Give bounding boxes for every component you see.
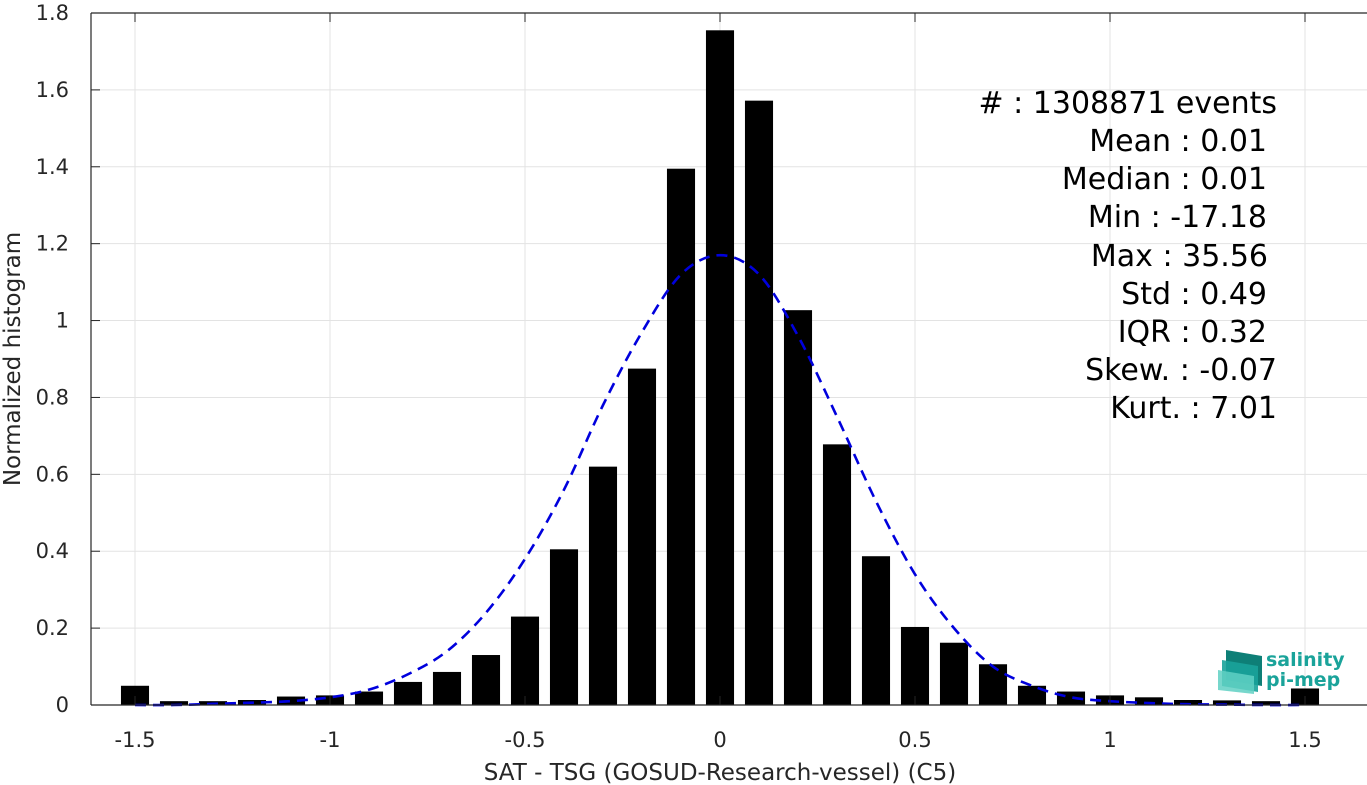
histogram-bar — [1017, 685, 1047, 705]
histogram-bar — [588, 466, 618, 705]
histogram-bar — [354, 691, 384, 705]
statistics-annotation: # : 1308871 events Mean : 0.01 Median : … — [978, 86, 1277, 426]
stat-skew: Skew. : -0.07 — [1085, 353, 1277, 388]
x-tick-labels: -1.5 -1 -0.5 0 0.5 1 1.5 — [115, 728, 1322, 752]
y-tick-label: 1.8 — [36, 1, 69, 25]
histogram-bar — [705, 30, 735, 706]
stat-max: Max : 35.56 — [1091, 239, 1268, 274]
histogram-bar — [822, 444, 852, 705]
x-tick-label: 0.5 — [898, 728, 931, 752]
y-axis-label: Normalized histogram — [0, 232, 26, 486]
y-tick-label: 0.2 — [36, 616, 69, 640]
stat-events: # : 1308871 events — [978, 86, 1277, 121]
y-tick-label: 0 — [56, 693, 69, 717]
stat-mean: Mean : 0.01 — [1089, 124, 1267, 159]
histogram-bar — [900, 626, 930, 705]
histogram-bars — [120, 30, 1320, 706]
x-tick-label: -0.5 — [505, 728, 546, 752]
y-tick-label: 0.8 — [36, 385, 69, 409]
stat-std: Std : 0.49 — [1121, 277, 1267, 312]
histogram-bar — [471, 655, 501, 705]
gaussian-fit-curve — [134, 253, 1306, 707]
axes-frame — [90, 12, 1367, 706]
wave-logo-icon — [1218, 650, 1262, 694]
y-tick-label: 1.6 — [36, 78, 69, 102]
histogram-bar — [666, 168, 696, 705]
histogram-bar — [1134, 697, 1164, 705]
histogram-bar — [783, 310, 813, 705]
x-tick-label: -1 — [320, 728, 341, 752]
histogram-bar — [159, 701, 189, 705]
logo-text-pi-mep: pi-mep — [1266, 669, 1340, 691]
y-tick-label: 0.6 — [36, 462, 69, 486]
histogram-bar — [744, 100, 774, 706]
x-tick-label: 1.5 — [1288, 728, 1321, 752]
histogram-bar — [432, 671, 462, 705]
y-tick-labels: 0 0.2 0.4 0.6 0.8 1 1.2 1.4 1.6 1.8 — [36, 1, 69, 717]
histogram-bar — [939, 642, 969, 705]
x-tick-label: 0 — [713, 728, 726, 752]
y-tick-label: 1 — [56, 309, 69, 333]
histogram-bar — [549, 549, 579, 705]
histogram-bar — [120, 685, 150, 705]
stat-kurt: Kurt. : 7.01 — [1110, 391, 1277, 426]
histogram-bar — [1251, 701, 1281, 705]
histogram-bar — [861, 556, 891, 705]
histogram-bar — [276, 696, 306, 705]
histogram-bar — [627, 368, 657, 705]
histogram-bar — [978, 664, 1008, 705]
logo-text-salinity: salinity — [1266, 649, 1345, 671]
stat-iqr: IQR : 0.32 — [1118, 315, 1267, 350]
histogram-bar — [510, 616, 540, 705]
y-tick-label: 1.4 — [36, 155, 69, 179]
x-tick-label: -1.5 — [115, 728, 156, 752]
y-tick-label: 0.4 — [36, 539, 69, 563]
x-axis-label: SAT - TSG (GOSUD-Research-vessel) (C5) — [484, 760, 956, 785]
salinity-pi-mep-logo: salinity pi-mep — [1218, 649, 1345, 694]
histogram-bar — [1212, 700, 1242, 705]
y-tick-label: 1.2 — [36, 232, 69, 256]
stat-median: Median : 0.01 — [1062, 162, 1267, 197]
histogram-bar — [1173, 700, 1203, 705]
stat-min: Min : -17.18 — [1088, 200, 1267, 235]
x-tick-label: 1 — [1103, 728, 1116, 752]
histogram-bar — [393, 681, 423, 705]
